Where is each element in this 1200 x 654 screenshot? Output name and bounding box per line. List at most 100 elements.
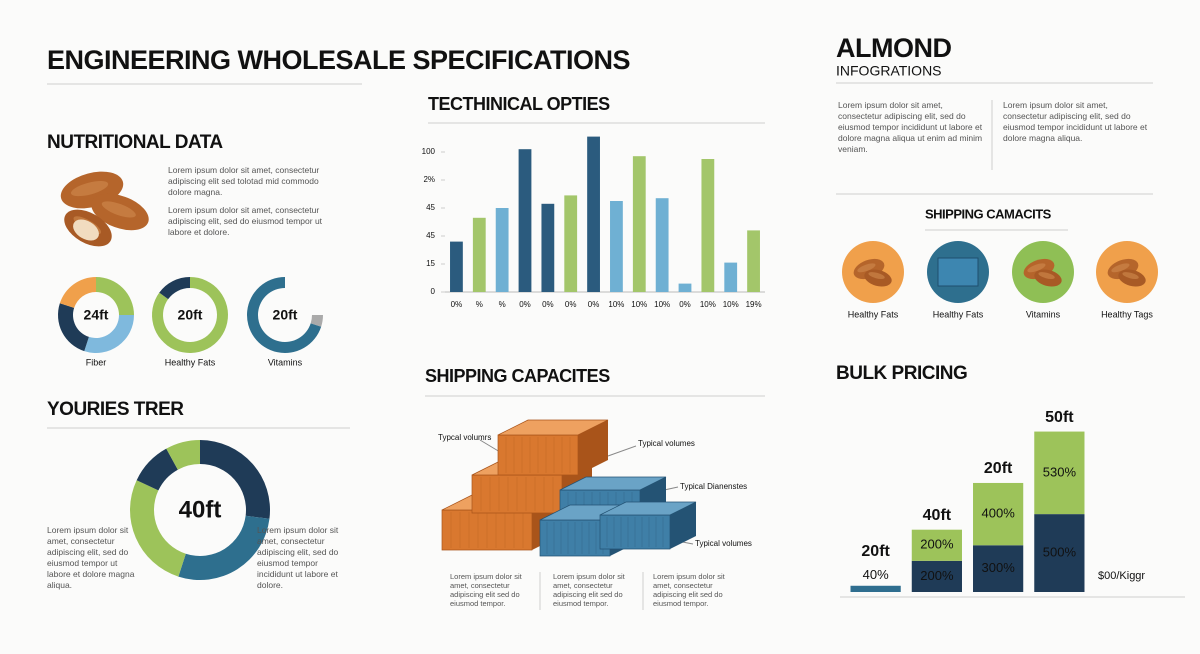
y-tick-label: 45 [426,231,435,240]
value-label: 200% [920,537,954,552]
almond-shade [101,201,136,218]
icon-label: Healthy Fats [933,309,984,319]
bar-segment [911,529,962,561]
heading: NUTRITIONAL DATA [47,132,223,153]
bar-segment [1034,514,1085,592]
donut-segment [200,440,270,519]
donut-segment [247,277,322,353]
value-label: 300% [982,560,1016,575]
almond-shade [1038,272,1055,280]
subtitle: INFOGRATIONS [836,63,942,79]
paragraph: Lorem ipsum dolor sit amet, consectetur … [838,100,983,154]
x-tick-label: 0% [679,300,691,309]
bar [518,149,532,292]
unit-label: $00/Kiggr [1098,570,1145,582]
callout: Typical volumes [638,439,695,448]
x-tick-label: 10% [700,300,716,309]
paragraph: Lorem ipsum dolor sit amet, consectetur … [450,572,522,608]
heading: YOURIES TRER [47,399,184,420]
x-tick-label: 10% [608,300,624,309]
x-tick-label: 0% [588,300,600,309]
almond-kernel [73,219,99,241]
donut-segment [96,277,134,315]
y-tick-label: 100 [422,147,436,156]
x-tick-label: 10% [654,300,670,309]
caption: Fiber [86,357,107,367]
donut-segment [58,303,89,352]
bar [632,156,646,292]
paragraph: Lorem ipsum dolor sit amet, consectetur … [553,572,625,608]
bar [495,208,509,292]
bar [450,241,463,292]
x-tick-label: 0% [451,300,463,309]
paragraph: Lorem ipsum dolor sit amet, consectetur … [47,525,135,590]
bar [472,217,486,292]
bar [724,262,738,292]
almond-shade [1111,263,1130,273]
donut-segment [310,315,323,327]
callout: Typical Dianenstes [680,482,747,491]
bar [587,136,600,292]
callout: Typcal volumrs [438,433,491,442]
heading: SHIPPING CAPACITES [425,366,610,386]
container [578,420,608,475]
heading: SHIPPING CAMACITS [925,206,1052,221]
center-label: 20ft [178,307,203,323]
paragraph: Lorem ipsum dolor sit amet, consectetur … [168,205,323,237]
value-label: 500% [1043,544,1077,559]
y-tick-label: 15 [426,259,435,268]
caption: Healthy Fats [165,357,216,367]
category-label: 20ft [984,460,1013,477]
x-tick-label: 19% [746,300,762,309]
container-icon [937,257,979,287]
icon-label: Healthy Fats [848,309,899,319]
bar [678,283,692,292]
donut-segment [136,448,178,491]
bar [564,195,578,292]
bar [655,198,669,292]
x-tick-label: 10% [631,300,647,309]
paragraph: Lorem ipsum dolor sit amet, consectetur … [168,165,320,197]
donut-segment [59,277,96,308]
callout: Typical volumes [695,539,752,548]
bar [747,230,760,292]
paragraph: Lorem ipsum dolor sit amet, consectetur … [1003,100,1148,143]
bar [541,203,555,292]
bar-segment [973,545,1024,592]
category-label: 20ft [861,543,890,560]
almond-shade [857,263,876,273]
donut-segment [166,440,200,470]
y-tick-label: 45 [426,203,435,212]
x-tick-label: 0% [542,300,554,309]
almond-shade [868,272,885,280]
donut-segment [159,277,190,300]
y-tick-label: 2% [423,175,435,184]
x-tick-label: 0% [565,300,577,309]
bar-segment [850,585,901,592]
category-label: 50ft [1045,409,1074,426]
donut-segment [178,515,270,580]
category-label: 40ft [923,507,952,524]
paragraph: Lorem ipsum dolor sit amet, consectetur … [653,572,725,608]
almond-shade [70,180,109,197]
center-label: 24ft [84,307,109,323]
icon-label: Healthy Tags [1101,309,1153,319]
x-tick-label: % [476,300,483,309]
bar [701,159,715,292]
almond-shade [1027,263,1046,273]
x-tick-label: 10% [723,300,739,309]
icon-label: Vitamins [1026,309,1061,319]
y-tick-label: 0 [431,287,436,296]
bar-segment [911,560,962,592]
x-tick-label: 0% [519,300,531,309]
donut-segment [129,480,186,577]
heading: TECTHINICAL OPTIES [428,94,610,114]
bar [610,201,623,292]
leader [479,439,501,453]
bar-segment [1034,431,1085,515]
heading: BULK PRICING [836,363,967,384]
